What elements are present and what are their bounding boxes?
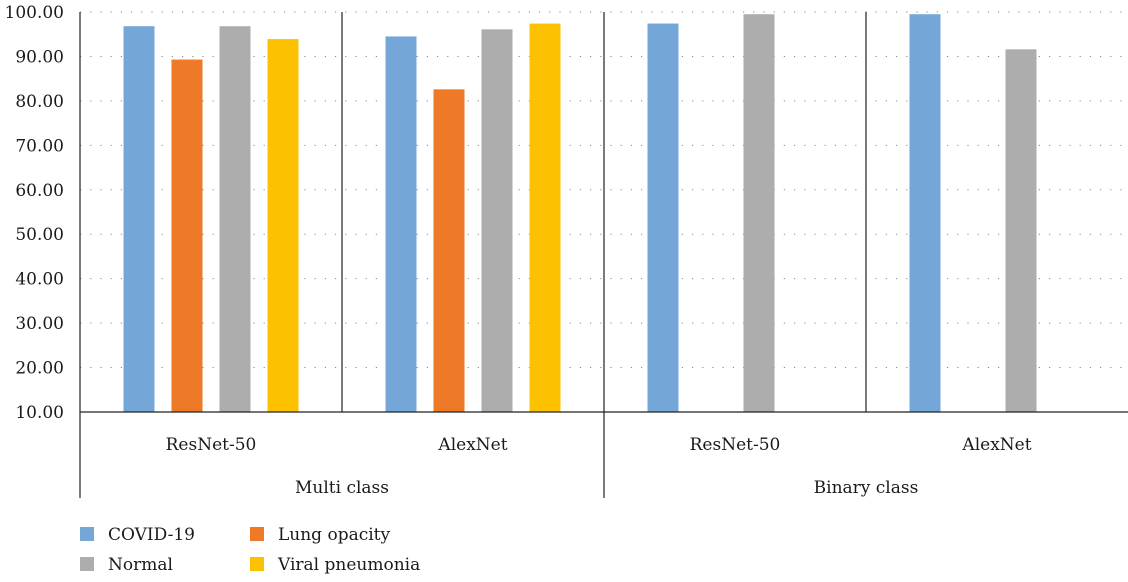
y-tick-label: 40.00 <box>15 270 64 290</box>
bar-normal <box>219 26 251 412</box>
bar-covid-19 <box>123 26 155 412</box>
group-label: Multi class <box>295 478 389 498</box>
bar-lung-opacity <box>433 89 465 412</box>
legend-swatch <box>250 527 264 541</box>
y-tick-label: 90.00 <box>15 47 64 67</box>
y-tick-label: 60.00 <box>15 181 64 201</box>
legend-label: COVID-19 <box>108 525 195 545</box>
bar-normal <box>743 14 775 412</box>
x-category-label: AlexNet <box>961 435 1031 455</box>
y-tick-label: 100.00 <box>5 3 64 23</box>
x-category-label: ResNet-50 <box>166 435 257 455</box>
x-category-label: ResNet-50 <box>690 435 781 455</box>
bar-covid-19 <box>385 36 417 412</box>
bar-viral-pneumonia <box>529 23 561 413</box>
legend-swatch <box>80 527 94 541</box>
legend-swatch <box>250 557 264 571</box>
x-category-label: AlexNet <box>437 435 507 455</box>
y-tick-label: 50.00 <box>15 225 64 245</box>
legend-label: Viral pneumonia <box>277 555 420 575</box>
y-tick-label: 80.00 <box>15 92 64 112</box>
y-tick-labels: 10.00 20.00 30.00 40.00 50.00 60.00 70.00 80.00… <box>5 3 64 423</box>
bar-lung-opacity <box>171 59 203 413</box>
legend-swatch <box>80 557 94 571</box>
y-tick-label: 20.00 <box>15 359 64 379</box>
group-label: Binary class <box>814 478 919 498</box>
bars <box>123 14 1037 413</box>
y-tick-label: 70.00 <box>15 136 64 156</box>
legend: COVID-19 Lung opacity Normal Viral pneumoni… <box>80 525 420 575</box>
bar-normal <box>481 29 513 412</box>
y-tick-label: 10.00 <box>15 403 64 423</box>
bar-covid-19 <box>909 14 941 412</box>
bar-normal <box>1005 49 1037 412</box>
axes <box>79 12 1128 498</box>
bar-viral-pneumonia <box>267 39 299 412</box>
legend-label: Normal <box>108 555 173 575</box>
legend-label: Lung opacity <box>278 525 391 545</box>
x-category-labels: ResNet-50 AlexNet ResNet-50 AlexNet Multi cl… <box>166 435 1032 498</box>
bar-covid-19 <box>647 23 679 413</box>
y-tick-label: 30.00 <box>15 314 64 334</box>
